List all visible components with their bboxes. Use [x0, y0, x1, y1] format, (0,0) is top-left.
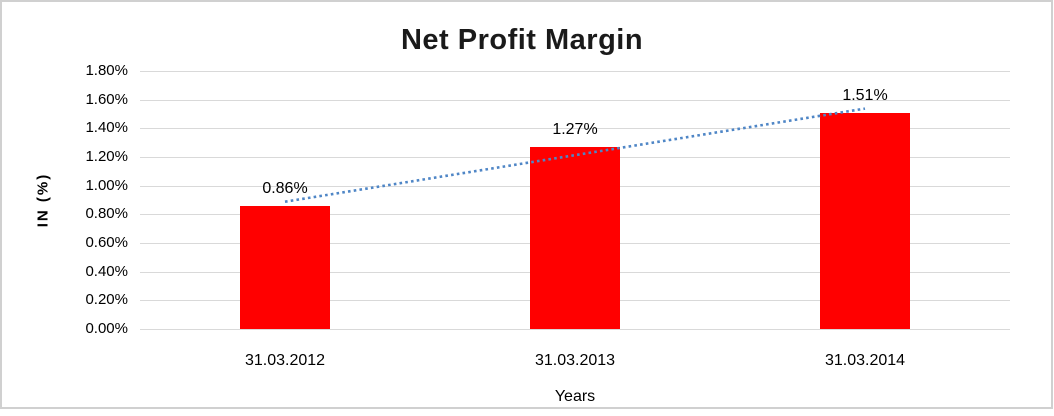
x-axis-tick-label: 31.03.2012 [244, 352, 326, 369]
x-axis-tick-label: 31.03.2013 [534, 352, 616, 369]
gridline [140, 329, 1010, 330]
bar-data-label: 0.86% [262, 179, 308, 197]
y-axis-tick-label: 1.40% [85, 119, 128, 137]
bar-31.03.2014 [820, 112, 910, 329]
y-axis-tick-label: 1.00% [85, 176, 128, 194]
x-axis-tick-label: 31.03.2014 [824, 352, 906, 369]
y-axis-tick-label: 0.40% [85, 262, 128, 280]
x-axis-title: Years [554, 388, 596, 405]
y-axis-tick-label: 1.60% [85, 90, 128, 108]
y-axis-tick-label: 1.80% [85, 62, 128, 79]
chart-title: Net Profit Margin [400, 24, 644, 56]
bar-data-label: 1.51% [842, 86, 888, 104]
gridline [140, 71, 1010, 72]
y-axis-tick-label: 0.80% [85, 205, 128, 223]
bar-31.03.2012 [240, 205, 330, 329]
gridline [140, 99, 1010, 101]
bar-31.03.2013 [530, 147, 620, 329]
y-axis-tick-label: 0.00% [85, 320, 128, 337]
bar-data-label: 1.27% [552, 121, 598, 138]
y-axis-tick-label: 0.20% [85, 291, 128, 309]
y-axis-tick-label: 0.60% [85, 234, 128, 251]
y-axis-tick-label: 1.20% [85, 148, 128, 165]
